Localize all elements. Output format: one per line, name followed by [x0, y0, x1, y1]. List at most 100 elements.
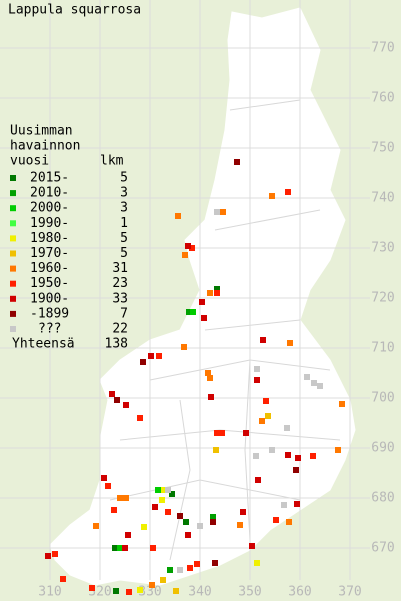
- y-grid-label: 670: [371, 541, 394, 556]
- legend-label: ???: [38, 322, 61, 337]
- observation: [213, 447, 219, 453]
- observation: [285, 452, 291, 458]
- observation: [281, 502, 287, 508]
- observation: [161, 487, 167, 493]
- observation: [220, 209, 226, 215]
- x-grid-label: 330: [138, 585, 161, 600]
- y-grid-label: 690: [371, 441, 394, 456]
- legend-swatch: [10, 175, 16, 181]
- observation: [310, 453, 316, 459]
- legend-label: 1960-: [30, 261, 69, 276]
- observation: [117, 545, 123, 551]
- observation: [137, 587, 143, 593]
- observation: [212, 560, 218, 566]
- legend-count: 3: [120, 201, 128, 216]
- observation: [190, 309, 196, 315]
- observation: [140, 359, 146, 365]
- legend-label: 1970-: [30, 246, 69, 261]
- observation: [214, 430, 220, 436]
- y-grid-label: 680: [371, 491, 394, 506]
- observation: [112, 545, 118, 551]
- legend-count: 5: [120, 246, 128, 261]
- observation: [175, 213, 181, 219]
- observation: [173, 588, 179, 594]
- legend-label: 2000-: [30, 201, 69, 216]
- legend-header: vuosi: [10, 154, 49, 169]
- observation: [141, 524, 147, 530]
- observation: [123, 402, 129, 408]
- observation: [113, 588, 119, 594]
- observation: [294, 501, 300, 507]
- observation: [269, 193, 275, 199]
- observation: [273, 517, 279, 523]
- observation: [186, 309, 192, 315]
- observation: [234, 159, 240, 165]
- legend-count: 1: [120, 216, 128, 231]
- observation: [293, 467, 299, 473]
- observation: [207, 375, 213, 381]
- x-grid-label: 350: [238, 585, 261, 600]
- observation: [114, 397, 120, 403]
- legend-swatch: [10, 205, 16, 212]
- observation: [207, 290, 213, 296]
- legend-count: 22: [112, 322, 128, 337]
- legend-swatch: [10, 326, 16, 332]
- x-grid-label: 360: [288, 585, 311, 600]
- observation: [159, 497, 165, 503]
- x-grid-label: 340: [188, 585, 211, 600]
- y-grid-label: 740: [371, 191, 394, 206]
- x-grid-label: 310: [38, 585, 61, 600]
- observation: [205, 370, 211, 376]
- observation: [60, 576, 66, 582]
- observation: [93, 523, 99, 529]
- observation: [185, 243, 191, 249]
- observation: [182, 252, 188, 258]
- observation: [45, 553, 51, 559]
- legend-swatch: [10, 235, 16, 242]
- observation: [189, 245, 195, 251]
- observation: [285, 189, 291, 195]
- observation: [152, 504, 158, 510]
- observation: [160, 577, 166, 583]
- observation: [260, 337, 266, 343]
- legend-swatch: [10, 295, 16, 302]
- total-count: 138: [105, 337, 128, 352]
- observation: [259, 418, 265, 424]
- legend-count: 3: [120, 186, 128, 201]
- observation: [126, 589, 132, 595]
- observation: [187, 565, 193, 571]
- observation: [287, 340, 293, 346]
- observation: [183, 519, 189, 525]
- observation: [254, 377, 260, 383]
- legend-header: Uusimman: [10, 124, 73, 139]
- observation: [249, 543, 255, 549]
- y-grid-label: 720: [371, 291, 394, 306]
- observation: [295, 455, 301, 461]
- legend-count: 5: [120, 171, 128, 186]
- observation: [237, 522, 243, 528]
- observation: [137, 415, 143, 421]
- legend-label: 1950-: [30, 276, 69, 291]
- observation: [219, 430, 225, 436]
- x-grid-label: 370: [338, 585, 361, 600]
- observation: [269, 447, 275, 453]
- finland-outline: [49, 7, 356, 586]
- observation: [210, 514, 216, 520]
- observation: [335, 447, 341, 453]
- observation: [265, 413, 271, 419]
- observation: [214, 286, 220, 292]
- legend-swatch: [10, 220, 16, 227]
- observation: [122, 545, 128, 551]
- observation: [201, 315, 207, 321]
- observation: [263, 398, 269, 404]
- observation: [286, 519, 292, 525]
- y-grid-label: 750: [371, 141, 394, 156]
- observation: [105, 483, 111, 489]
- observation: [89, 585, 95, 591]
- y-grid-label: 760: [371, 91, 394, 106]
- observation: [199, 299, 205, 305]
- observation: [210, 519, 216, 525]
- legend-label: 1980-: [30, 231, 69, 246]
- observation: [177, 513, 183, 519]
